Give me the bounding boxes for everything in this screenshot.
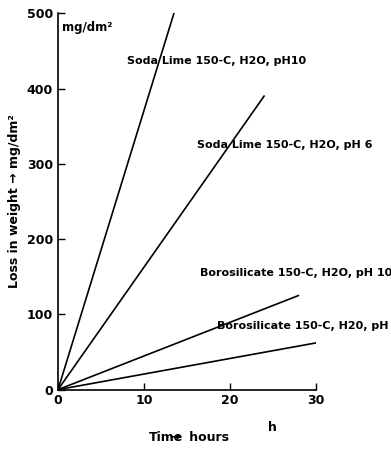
Text: Soda Lime 150-C, H2O, pH 6: Soda Lime 150-C, H2O, pH 6 xyxy=(197,140,373,150)
Text: Borosilicate 150-C, H2O, pH 10: Borosilicate 150-C, H2O, pH 10 xyxy=(200,268,391,278)
Text: Time: Time xyxy=(149,431,183,444)
Text: h: h xyxy=(268,421,277,434)
Y-axis label: Loss in weight → mg/dm²: Loss in weight → mg/dm² xyxy=(8,114,22,288)
Text: mg/dm²: mg/dm² xyxy=(62,21,113,34)
Text: Soda Lime 150-C, H2O, pH10: Soda Lime 150-C, H2O, pH10 xyxy=(127,56,306,66)
Text: Borosilicate 150-C, H20, pH 6: Borosilicate 150-C, H20, pH 6 xyxy=(217,321,391,331)
Text: →  hours: → hours xyxy=(170,431,229,444)
